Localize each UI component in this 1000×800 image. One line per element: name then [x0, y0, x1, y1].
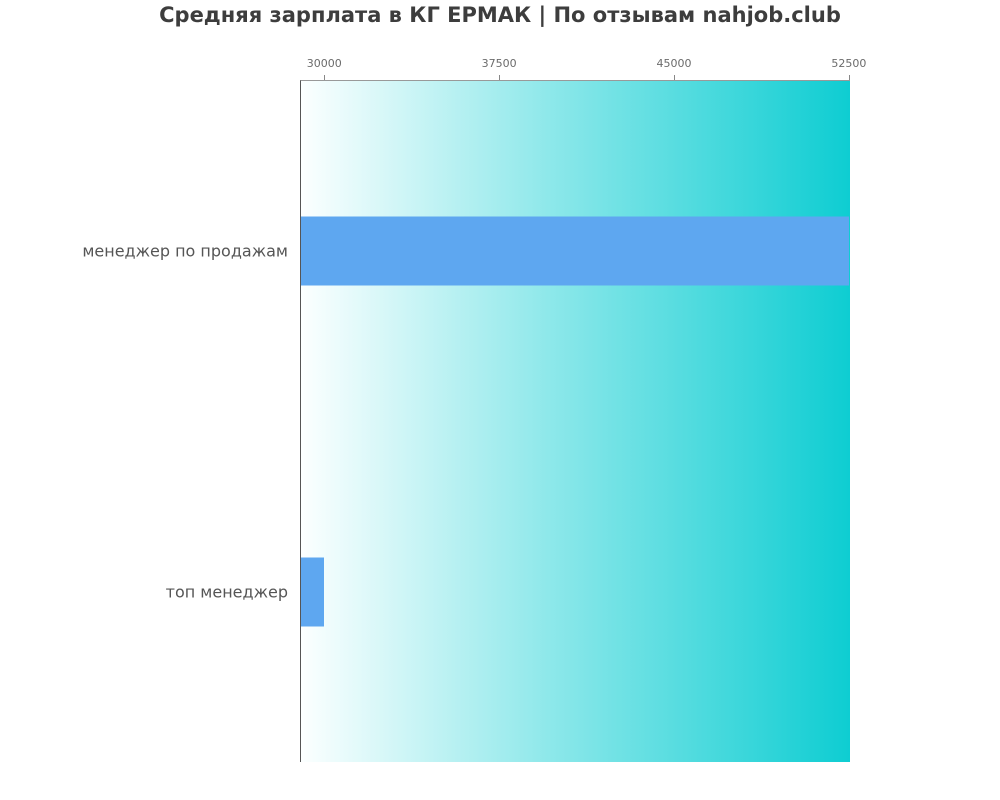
x-tick-mark	[499, 75, 501, 80]
x-tick-label: 45000	[656, 57, 692, 70]
x-tick-label: 52500	[831, 57, 867, 70]
x-tick-label: 30000	[306, 57, 342, 70]
x-tick-mark	[673, 75, 675, 80]
plot-area: 30000 37500 45000 52500	[300, 57, 866, 762]
y-axis-labels: менеджер по продажам топ менеджер	[0, 80, 288, 762]
x-tick-mark	[324, 75, 326, 80]
y-category-label: менеджер по продажам	[82, 241, 288, 260]
chart-title: Средняя зарплата в КГ ЕРМАК | По отзывам…	[159, 3, 841, 27]
y-category-label: топ менеджер	[165, 582, 288, 601]
bar-1	[301, 557, 325, 627]
x-tick-mark	[848, 75, 850, 80]
x-tick-label: 37500	[481, 57, 517, 70]
bar-0	[301, 216, 849, 286]
